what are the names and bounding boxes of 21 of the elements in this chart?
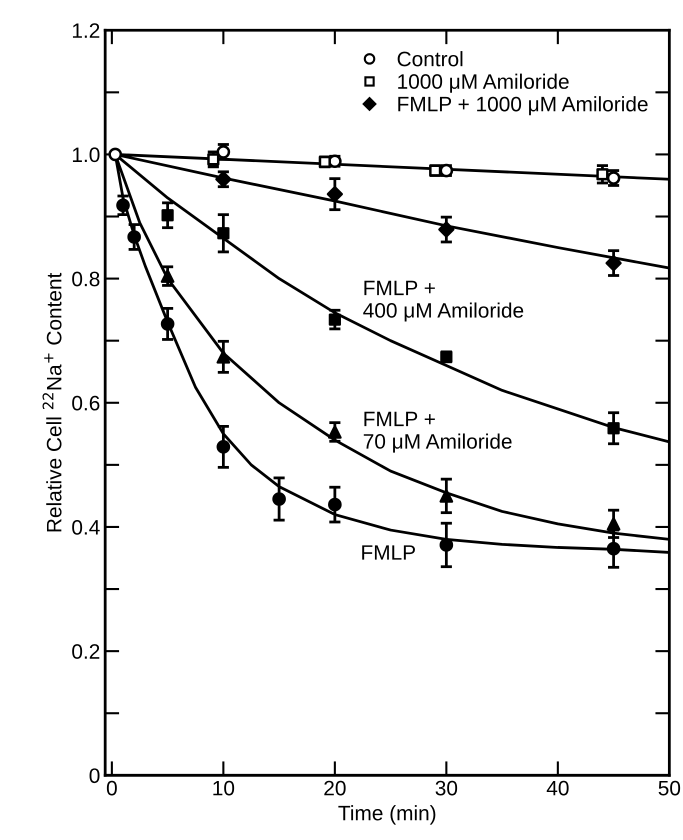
x-tick-label: 40 [546, 780, 569, 796]
y-tick-label: 0.4 [72, 520, 100, 535]
x-tick-label: 50 [658, 780, 680, 796]
legend-label: Control [398, 51, 462, 66]
x-tick-label: 10 [213, 780, 234, 796]
y-tick-label: 0 [90, 768, 100, 784]
y-tick-label: 1.0 [72, 147, 100, 162]
y-axis-title: Relative Cell $^{22}$Na$^{+}$ Content [42, 272, 62, 532]
series-label: FMLP [362, 545, 415, 560]
y-tick-label: 0.8 [72, 272, 100, 286]
y-tick-label: 1.2 [72, 23, 100, 38]
y-tick-label: 0.2 [72, 644, 100, 659]
x-tick-label: 0 [106, 780, 117, 796]
series-label: FMLP + 70 μM Amiloride [364, 412, 512, 453]
series-label: FMLP + 400 μM Amiloride [363, 280, 524, 322]
legend-label: 1000 μM Amiloride [398, 74, 569, 93]
x-tick-label: 20 [324, 780, 346, 796]
x-tick-label: 30 [436, 780, 458, 796]
y-tick-label: 0.6 [72, 396, 100, 411]
x-axis-title: Time (min) [338, 805, 436, 825]
legend-label: FMLP + 1000 μM Amiloride [398, 96, 648, 116]
